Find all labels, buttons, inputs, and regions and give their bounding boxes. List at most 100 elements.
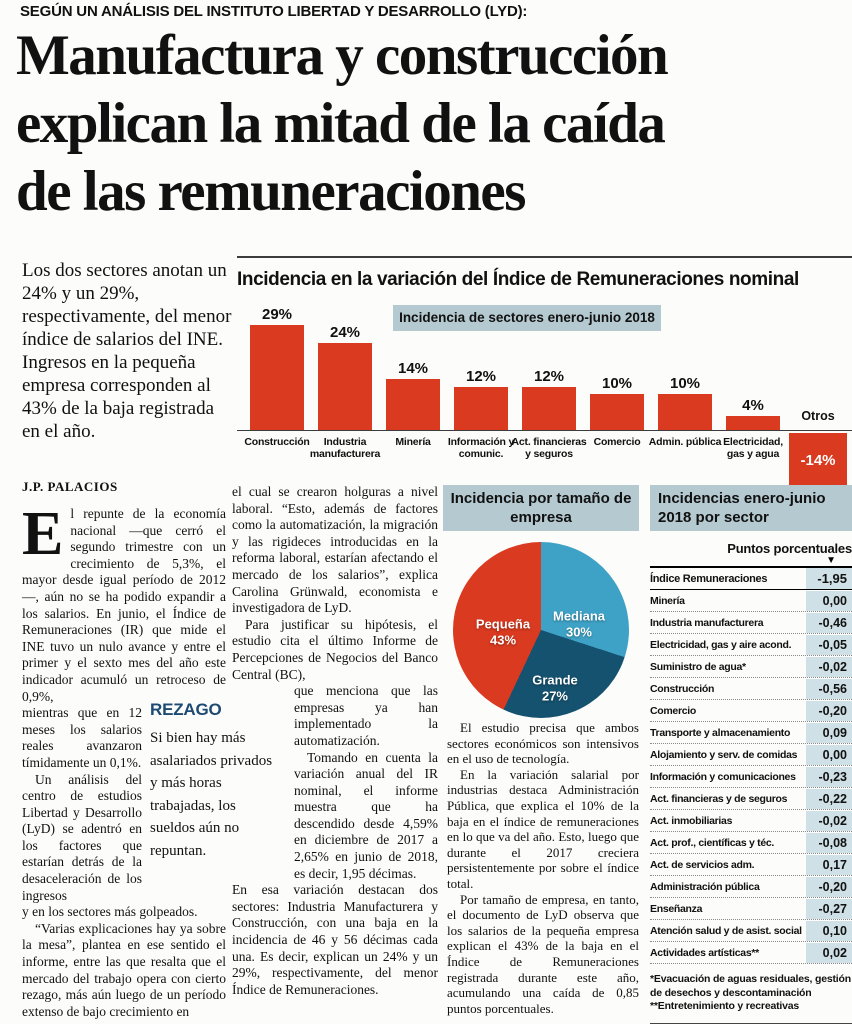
table-row: Act. inmobiliarias -0,02	[650, 810, 852, 832]
source-row: Fuente Libertad y Desarrollo (LyD). EL M…	[650, 1022, 852, 1024]
down-arrow-icon: ▼	[826, 555, 836, 566]
table-row: Industria manufacturera -0,46	[650, 612, 852, 634]
wrapped-text-block: mientras que en 12 meses los salarios re…	[22, 705, 142, 904]
bar-value-label: 10%	[669, 374, 701, 392]
table-row: Electricidad, gas y aire acond. -0,05	[650, 634, 852, 656]
headline-line: de las remuneraciones	[16, 159, 526, 223]
paragraph: Para justificar su hipótesis, el estudio…	[232, 616, 438, 682]
bar	[590, 393, 644, 430]
sector-value: -1,95	[806, 568, 852, 589]
sector-table-body: Índice Remuneraciones -1,95 Minería 0,00 Ind…	[650, 566, 852, 964]
table-row: Atención salud y de asist. social 0,10	[650, 920, 852, 942]
footnote: *Evacuación de aguas residuales, gestión…	[650, 973, 851, 999]
pie-slice-label: Pequeña 43%	[475, 616, 531, 647]
sector-value: -0,27	[806, 898, 852, 919]
sector-value: -0,08	[806, 832, 852, 853]
bar-category-label: Admin. pública	[648, 436, 722, 448]
bar-chart-panel: Incidencia en la variación del Índice de…	[237, 256, 852, 487]
table-row: Índice Remuneraciones -1,95	[650, 566, 852, 590]
sector-name: Act. financieras y de seguros	[650, 792, 788, 805]
sector-name: Transporte y almacenamiento	[650, 726, 791, 739]
bar-category-label: Información y comunic.	[447, 436, 515, 461]
sector-name: Alojamiento y serv. de comidas	[650, 748, 798, 761]
table-row: Administración pública -0,20	[650, 876, 852, 898]
pie-slice-label: Grande 27%	[532, 672, 578, 703]
paragraph: y en los sectores más golpeados.	[22, 904, 198, 920]
headline: Manufactura y construcción explican la m…	[16, 22, 846, 225]
sector-name: Atención salud y de asist. social	[650, 924, 802, 937]
sector-value: -0,20	[806, 700, 852, 721]
bar-category-label: Minería	[395, 436, 431, 448]
bar-value-label: 29%	[261, 306, 293, 324]
bar-chart-subtitle: Incidencia de sectores enero-junio 2018	[393, 305, 661, 331]
bar	[522, 386, 576, 430]
bar-value-label: 14%	[397, 360, 429, 378]
pull-quote: REZAGO Si bien hay más asalariados priva…	[150, 700, 282, 862]
bar-chart-axis	[237, 430, 852, 431]
sector-table-panel: Incidencias enero-junio 2018 por sector …	[650, 485, 852, 1024]
table-row: Act. financieras y de seguros -0,22	[650, 788, 852, 810]
bar-category-label: Act. financieras y seguros	[511, 436, 587, 461]
table-row: Actividades artísticas** 0,02	[650, 942, 852, 964]
lede: Los dos sectores anotan un 24% y un 29%,…	[22, 260, 232, 442]
bar-category-label: Construcción	[244, 436, 310, 448]
pie-chart-title: Incidencia por tamaño de empresa	[443, 485, 639, 531]
sector-value: -0,20	[806, 876, 852, 897]
bar-value-label: 4%	[742, 396, 764, 414]
bar	[386, 379, 440, 430]
pull-quote-text: Si bien hay más asalariados privados y m…	[150, 730, 273, 859]
paragraph: En esa variación destacan dos sectores: …	[232, 882, 438, 997]
byline: J.P. PALACIOS	[22, 479, 118, 494]
bar-category-label: Otros	[801, 409, 835, 423]
bar-category-label: Electricidad, gas y agua	[723, 436, 783, 461]
sector-value: 0,09	[806, 722, 852, 743]
sector-value: -0,56	[806, 678, 852, 699]
paragraph: Por tamaño de empresa, en tanto, el docu…	[447, 891, 639, 1016]
sector-value: 0,02	[806, 942, 852, 963]
bar	[250, 325, 304, 430]
paragraph: Un análisis del centro de estudios Liber…	[22, 771, 142, 903]
table-row: Información y comunicaciones -0,23	[650, 766, 852, 788]
sector-value: -0,02	[806, 810, 852, 831]
sector-name: Act. de servicios adm.	[650, 858, 755, 871]
headline-line: explican la mitad de la caída	[16, 91, 666, 155]
article-column-2: el cual se crearon holguras a nivel labo…	[232, 484, 438, 998]
footnote: **Entretenimiento y recreativas	[650, 1000, 800, 1013]
sector-value: -0,23	[806, 766, 852, 787]
paragraph: el cual se crearon holguras a nivel labo…	[232, 484, 438, 616]
bar-value-label: 12%	[465, 367, 497, 385]
paragraph: mientras que en 12 meses los salarios re…	[22, 705, 142, 770]
sector-value: -0,22	[806, 788, 852, 809]
table-row: Transporte y almacenamiento 0,09	[650, 722, 852, 744]
sector-name: Construcción	[650, 682, 715, 695]
bar-chart-title: Incidencia en la variación del Índice de…	[237, 269, 799, 290]
pie-chart-panel: Incidencia por tamaño de empresa Mediana…	[443, 485, 639, 718]
pie-chart: Mediana 30% Grande 27% Pequeña 43%	[453, 542, 629, 718]
paragraph: que menciona que las empresas ya han imp…	[294, 683, 438, 748]
pull-quote-title: REZAGO	[150, 700, 222, 719]
headline-line: Manufactura y construcción	[16, 24, 669, 87]
table-row: Minería 0,00	[650, 590, 852, 612]
wrapped-text-block: que menciona que las empresas ya han imp…	[294, 683, 438, 882]
paragraph: Tomando en cuenta la variación anual del…	[294, 749, 438, 881]
table-row: Suministro de agua* -0,02	[650, 656, 852, 678]
bar	[726, 415, 780, 430]
sector-value: 0,17	[806, 854, 852, 875]
sector-value: -0,02	[806, 656, 852, 677]
bar	[454, 386, 508, 430]
sector-value: 0,00	[806, 590, 852, 611]
table-row: Act. prof., científicas y téc. -0,08	[650, 832, 852, 854]
sector-name: Enseñanza	[650, 902, 703, 915]
sector-name: Información y comunicaciones	[650, 770, 796, 783]
table-row: Enseñanza -0,27	[650, 898, 852, 920]
table-row: Alojamiento y serv. de comidas 0,00	[650, 744, 852, 766]
article-column-3: El estudio precisa que ambos sectores ec…	[447, 720, 639, 1016]
bar-category-label: Comercio	[593, 436, 641, 448]
sector-value: -0,05	[806, 634, 852, 655]
table-row: Act. de servicios adm. 0,17	[650, 854, 852, 876]
sector-name: Índice Remuneraciones	[650, 572, 768, 585]
table-footnotes: *Evacuación de aguas residuales, gestión…	[650, 973, 852, 1014]
